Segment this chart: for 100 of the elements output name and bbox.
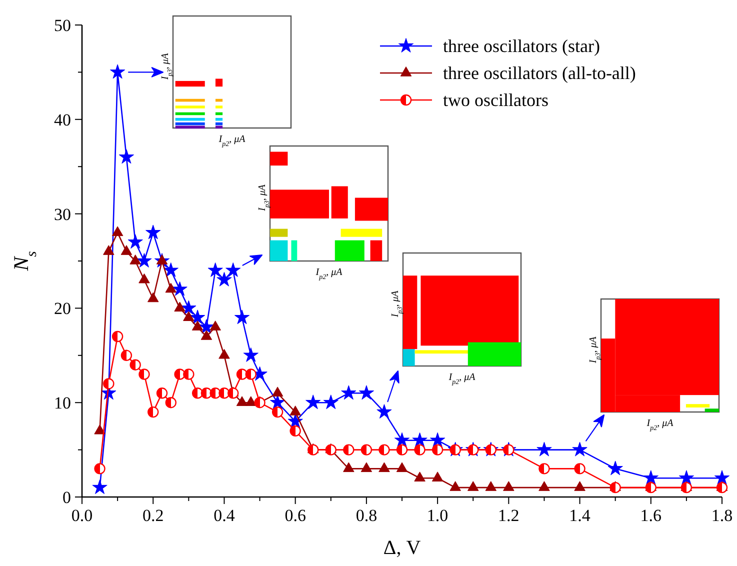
- point: [414, 444, 426, 456]
- point: [432, 472, 444, 482]
- point: [503, 481, 514, 491]
- point: [226, 262, 241, 277]
- point: [714, 470, 730, 485]
- point: [306, 394, 321, 410]
- legend-label: two oscillators: [443, 90, 548, 110]
- point: [574, 463, 586, 474]
- point: [128, 234, 143, 249]
- point: [216, 272, 232, 286]
- point: [110, 64, 126, 79]
- point: [485, 481, 497, 491]
- point: [608, 460, 623, 476]
- point: [200, 330, 212, 340]
- annotation: I$_{p2}$, μA: [314, 267, 344, 281]
- point: [236, 368, 248, 380]
- point: [376, 404, 392, 419]
- point: [146, 224, 161, 240]
- point: [236, 396, 248, 406]
- point: [208, 262, 223, 277]
- point: [358, 385, 374, 400]
- x-tick-label: 1.8: [711, 506, 733, 525]
- point: [120, 245, 132, 255]
- point: [341, 385, 356, 400]
- point: [272, 386, 284, 397]
- point: [165, 282, 177, 293]
- point: [270, 394, 286, 410]
- point: [678, 470, 694, 485]
- point: [323, 394, 338, 410]
- point: [163, 262, 178, 277]
- point: [156, 254, 168, 264]
- point: [360, 462, 372, 472]
- point: [645, 482, 656, 494]
- point: [120, 350, 132, 361]
- point: [536, 442, 552, 456]
- point: [210, 320, 221, 330]
- annotation: I$_{p2}$, μA: [448, 372, 476, 386]
- point: [198, 319, 214, 334]
- y-tick-label: 10: [54, 394, 71, 413]
- point: [112, 330, 124, 342]
- x-tick-label: 0.8: [356, 506, 378, 525]
- point: [183, 311, 194, 321]
- x-tick-label: 1.2: [498, 506, 520, 525]
- point: [430, 432, 446, 447]
- point: [148, 406, 159, 418]
- point: [680, 482, 692, 494]
- point: [290, 406, 301, 416]
- point: [396, 444, 408, 456]
- point: [147, 292, 159, 302]
- x-tick-label: 0.4: [214, 506, 236, 525]
- point: [290, 425, 301, 437]
- point: [200, 388, 212, 399]
- point: [118, 149, 134, 164]
- point: [396, 462, 408, 472]
- y-tick-label: 50: [54, 16, 71, 35]
- point: [192, 320, 204, 330]
- legend-label: three oscillators (star): [443, 36, 600, 56]
- point: [112, 226, 124, 236]
- point: [394, 432, 410, 447]
- point: [360, 444, 372, 456]
- point: [538, 463, 550, 474]
- point: [174, 302, 186, 312]
- point: [130, 359, 141, 370]
- x-tick-label: 0.0: [71, 506, 93, 525]
- point: [716, 482, 728, 494]
- annotation: I$_{p2}$, μA: [646, 418, 674, 432]
- point: [192, 388, 204, 399]
- point: [156, 388, 168, 399]
- point: [136, 253, 152, 268]
- x-tick-label: 0.2: [142, 506, 164, 525]
- point: [228, 388, 239, 399]
- point: [245, 368, 256, 380]
- point: [272, 406, 284, 418]
- point: [414, 472, 426, 482]
- y-tick-label: 40: [54, 110, 71, 130]
- x-tick-label: 0.6: [284, 506, 306, 525]
- x-axis-title: Δ, V: [383, 537, 422, 559]
- point: [190, 310, 206, 324]
- y-tick-label: 30: [54, 204, 71, 224]
- point: [572, 442, 588, 456]
- point: [432, 444, 444, 456]
- x-tick-label: 1.6: [640, 506, 662, 525]
- point: [103, 378, 114, 390]
- point: [610, 482, 621, 494]
- annotation: I$_{p2}$, μA: [218, 134, 246, 148]
- point: [254, 397, 266, 408]
- point: [412, 432, 428, 447]
- point: [92, 480, 108, 494]
- x-tick-label: 1.0: [426, 506, 448, 525]
- point: [138, 273, 150, 284]
- point: [165, 397, 176, 408]
- point: [138, 368, 150, 380]
- point: [103, 245, 114, 255]
- point: [94, 463, 106, 474]
- point: [218, 348, 230, 359]
- legend-label: three oscillators (all-to-all): [443, 63, 636, 83]
- point: [343, 462, 354, 472]
- point: [218, 388, 230, 399]
- point: [538, 481, 550, 491]
- point: [172, 281, 188, 296]
